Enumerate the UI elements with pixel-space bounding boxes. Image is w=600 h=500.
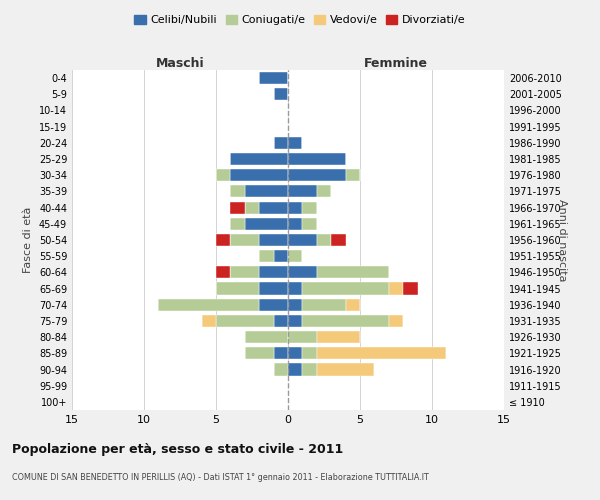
Bar: [259, 72, 288, 84]
Bar: [216, 282, 259, 294]
Bar: [216, 315, 274, 327]
Bar: [230, 169, 288, 181]
Bar: [389, 282, 403, 294]
Bar: [274, 315, 288, 327]
Bar: [230, 218, 245, 230]
Bar: [288, 137, 302, 149]
Bar: [288, 315, 302, 327]
Bar: [288, 266, 317, 278]
Y-axis label: Fasce di età: Fasce di età: [23, 207, 33, 273]
Bar: [274, 137, 288, 149]
Bar: [288, 218, 302, 230]
Bar: [403, 282, 418, 294]
Bar: [288, 282, 302, 294]
Bar: [317, 186, 331, 198]
Bar: [274, 364, 288, 376]
Bar: [230, 234, 259, 246]
Text: Maschi: Maschi: [155, 57, 205, 70]
Bar: [302, 315, 389, 327]
Bar: [230, 153, 288, 165]
Bar: [158, 298, 259, 311]
Bar: [216, 234, 230, 246]
Bar: [302, 298, 346, 311]
Bar: [302, 364, 317, 376]
Bar: [288, 250, 302, 262]
Y-axis label: Anni di nascita: Anni di nascita: [557, 198, 567, 281]
Bar: [288, 298, 302, 311]
Bar: [245, 348, 274, 360]
Bar: [288, 348, 302, 360]
Bar: [288, 234, 317, 246]
Bar: [331, 234, 346, 246]
Bar: [317, 331, 360, 343]
Bar: [245, 186, 288, 198]
Text: Femmine: Femmine: [364, 57, 428, 70]
Bar: [346, 298, 360, 311]
Text: COMUNE DI SAN BENEDETTO IN PERILLIS (AQ) - Dati ISTAT 1° gennaio 2011 - Elaboraz: COMUNE DI SAN BENEDETTO IN PERILLIS (AQ)…: [12, 472, 429, 482]
Bar: [288, 169, 346, 181]
Bar: [317, 234, 331, 246]
Bar: [317, 348, 446, 360]
Bar: [274, 88, 288, 101]
Bar: [259, 202, 288, 213]
Bar: [302, 202, 317, 213]
Bar: [230, 186, 245, 198]
Bar: [302, 218, 317, 230]
Bar: [230, 266, 259, 278]
Bar: [288, 331, 317, 343]
Bar: [288, 186, 317, 198]
Text: Popolazione per età, sesso e stato civile - 2011: Popolazione per età, sesso e stato civil…: [12, 442, 343, 456]
Bar: [302, 348, 317, 360]
Bar: [302, 282, 389, 294]
Bar: [259, 266, 288, 278]
Legend: Celibi/Nubili, Coniugati/e, Vedovi/e, Divorziati/e: Celibi/Nubili, Coniugati/e, Vedovi/e, Di…: [130, 10, 470, 30]
Bar: [288, 364, 302, 376]
Bar: [259, 298, 288, 311]
Bar: [216, 266, 230, 278]
Bar: [259, 250, 274, 262]
Bar: [317, 266, 389, 278]
Bar: [288, 153, 346, 165]
Bar: [216, 169, 230, 181]
Bar: [317, 364, 374, 376]
Bar: [346, 169, 360, 181]
Bar: [288, 202, 302, 213]
Bar: [259, 282, 288, 294]
Bar: [202, 315, 216, 327]
Bar: [230, 202, 245, 213]
Bar: [274, 348, 288, 360]
Bar: [274, 250, 288, 262]
Bar: [245, 218, 288, 230]
Bar: [245, 331, 288, 343]
Bar: [245, 202, 259, 213]
Bar: [389, 315, 403, 327]
Bar: [259, 234, 288, 246]
